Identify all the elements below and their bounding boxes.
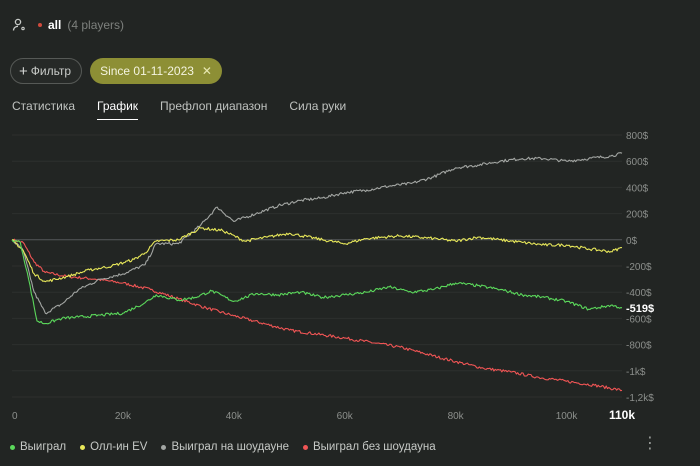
x-end-label: 110k [609,408,635,422]
y-tick-label: -200$ [626,262,652,273]
legend-swatch [80,444,86,450]
users-icon [12,18,25,31]
close-icon[interactable]: ✕ [201,64,212,78]
tab-hand-strength[interactable]: Сила руки [289,99,347,113]
legend-label: Олл-ин EV [90,441,148,453]
legend-label: Выиграл без шоудауна [312,441,436,453]
plus-icon: + [19,62,28,80]
y-tick-label: 600$ [626,157,649,168]
x-tick-label: 100k [556,411,579,422]
date-filter-chip[interactable]: Since 01-11-2023 ✕ [90,58,222,84]
y-tick-label: 0$ [626,236,638,247]
y-tick-label: -1,2k$ [626,393,654,404]
legend-swatch [161,444,167,450]
legend-swatch [302,444,308,450]
selection-label: all [48,18,62,32]
legend-label: Выиграл [20,441,67,453]
players-count: (4 players) [67,18,125,32]
more-options-icon[interactable]: ⋮ [642,435,658,452]
x-tick-label: 60k [337,411,354,422]
legend-item-showdown[interactable]: Выиграл на шоудауне [161,441,289,453]
y-tick-label: -1k$ [626,367,646,378]
results-chart: 800$ 600$ 400$ 200$ 0$ -200$ -400$ -600$ -800$ -1… [11,131,654,422]
date-filter-label: Since 01-11-2023 [100,64,194,78]
x-tick-label: 80k [448,411,465,422]
x-tick-label: 0 [12,411,18,422]
legend-label: Выиграл на шоудауне [171,441,289,453]
y-tick-label: 800$ [626,131,649,142]
legend-item-non-showdown[interactable]: Выиграл без шоудауна [302,441,436,453]
legend-swatch [10,444,15,450]
y-tick-label: 400$ [626,183,649,194]
series-line-1 [11,226,623,283]
legend-item-won[interactable]: Выиграл [10,441,66,453]
x-tick-label: 20k [115,411,132,422]
current-value-label: -519$ [626,303,654,315]
y-tick-label: -800$ [626,341,652,352]
x-tick-label: 40k [226,411,243,422]
chart-legend: Выиграл Олл-ин EV Выиграл на шоудауне Вы… [10,441,436,453]
add-filter-label: Фильтр [30,64,72,78]
add-filter-button[interactable]: + Фильтр [10,58,83,84]
tab-statistics[interactable]: Статистика [12,99,76,113]
series-line-0 [11,239,623,325]
status-dot [38,23,42,27]
y-tick-label: 200$ [626,210,649,221]
series-line-3 [11,238,623,392]
tab-preflop-range[interactable]: Префлоп диапазон [160,99,268,113]
player-selector[interactable]: all (4 players) [12,18,124,32]
y-tick-label: -600$ [626,314,652,325]
series-line-2 [11,152,623,315]
tab-graph[interactable]: График [97,99,139,120]
y-tick-label: -400$ [626,288,652,299]
tab-bar: Статистика График Префлоп диапазон Сила … [12,99,368,120]
legend-item-allin-ev[interactable]: Олл-ин EV [80,441,147,453]
